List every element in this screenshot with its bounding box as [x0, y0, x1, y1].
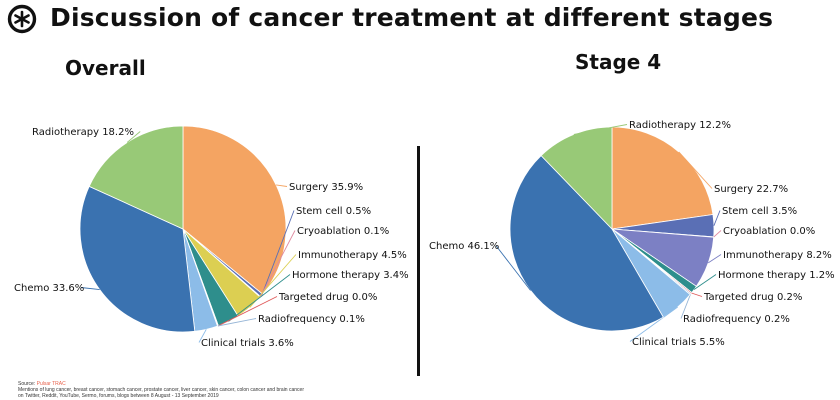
- chart-title-overall: Overall: [65, 56, 146, 80]
- stage4-label-cryoablation: Cryoablation 0.0%: [723, 226, 815, 237]
- stage4-leader-cryoablation: [713, 230, 722, 238]
- overall-leader-immunotherapy: [249, 254, 297, 308]
- overall-leader-surgery: [276, 184, 288, 187]
- stage4-label-radiofrequency: Radiofrequency 0.2%: [683, 314, 790, 325]
- chart-title-stage4: Stage 4: [575, 50, 662, 74]
- stage4-label-stem-cell: Stem cell 3.5%: [722, 206, 797, 217]
- overall-label-surgery: Surgery 35.9%: [289, 182, 363, 193]
- stage4-label-immunotherapy: Immunotherapy 8.2%: [723, 250, 832, 261]
- overall-leader-clinical-trials: [198, 329, 207, 343]
- stage4-leader-clinical-trials: [629, 306, 678, 342]
- overall-label-radiofrequency: Radiofrequency 0.1%: [258, 314, 365, 325]
- source-prefix: Source:: [18, 381, 37, 387]
- overall-label-hormone-therapy: Hormone therapy 3.4%: [292, 270, 409, 281]
- stage4-label-hormone-therapy: Hormone therapy 1.2%: [718, 270, 835, 281]
- stage4-leader-stem-cell: [713, 210, 721, 226]
- stage4-leader-hormone-therapy: [693, 274, 717, 290]
- stage4-leader-targeted-drug: [691, 292, 703, 297]
- stage4-leader-surgery: [678, 151, 713, 189]
- stage4-slice-surgery: [611, 126, 714, 230]
- overall-leader-stem-cell: [261, 210, 295, 296]
- overall-leader-chemo: [80, 287, 100, 291]
- stage4-leader-radiofrequency: [680, 293, 692, 319]
- source-note: Source: Pulsar TRAC Mentions of lung can…: [18, 381, 304, 399]
- overall-leader-cryoablation: [260, 230, 296, 298]
- source-note-line1: Mentions of lung cancer, breast cancer, …: [18, 387, 304, 393]
- overall-leader-radiofrequency: [217, 318, 257, 327]
- overall-leader-targeted-drug: [217, 296, 278, 327]
- overall-label-radiotherapy: Radiotherapy 18.2%: [32, 127, 134, 138]
- stage4-label-radiotherapy: Radiotherapy 12.2%: [629, 120, 731, 131]
- stage4-leader-radiotherapy: [573, 124, 628, 135]
- overall-slice-surgery: [182, 125, 287, 295]
- overall-label-stem-cell: Stem cell 0.5%: [296, 206, 371, 217]
- overall-slice-chemo: [79, 185, 196, 333]
- overall-label-clinical-trials: Clinical trials 3.6%: [201, 338, 294, 349]
- stage4-slice-chemo: [509, 155, 664, 332]
- stage4-leader-immunotherapy: [707, 254, 722, 264]
- overall-label-targeted-drug: Targeted drug 0.0%: [278, 292, 377, 303]
- overall-label-cryoablation: Cryoablation 0.1%: [297, 226, 389, 237]
- overall-label-chemo: Chemo 33.6%: [14, 283, 84, 294]
- stage4-label-chemo: Chemo 46.1%: [429, 241, 499, 252]
- stage4-label-targeted-drug: Targeted drug 0.2%: [703, 292, 802, 303]
- source-note-line2: on Twitter, Reddit, YouTube, Sermo, foru…: [18, 393, 219, 399]
- overall-leader-hormone-therapy: [228, 274, 291, 322]
- stage4-slice-radiotherapy: [540, 126, 613, 230]
- source-name: Pulsar TRAC: [36, 381, 66, 387]
- stage4-leader-chemo: [495, 245, 531, 291]
- overall-leader-radiotherapy: [126, 131, 141, 143]
- pulsar-logo-icon: [7, 4, 37, 34]
- page-title: Discussion of cancer treatment at differ…: [50, 3, 774, 32]
- chart-divider: [417, 146, 420, 376]
- stage4-label-surgery: Surgery 22.7%: [714, 184, 788, 195]
- overall-label-immunotherapy: Immunotherapy 4.5%: [298, 250, 407, 261]
- stage4-label-clinical-trials: Clinical trials 5.5%: [632, 337, 725, 348]
